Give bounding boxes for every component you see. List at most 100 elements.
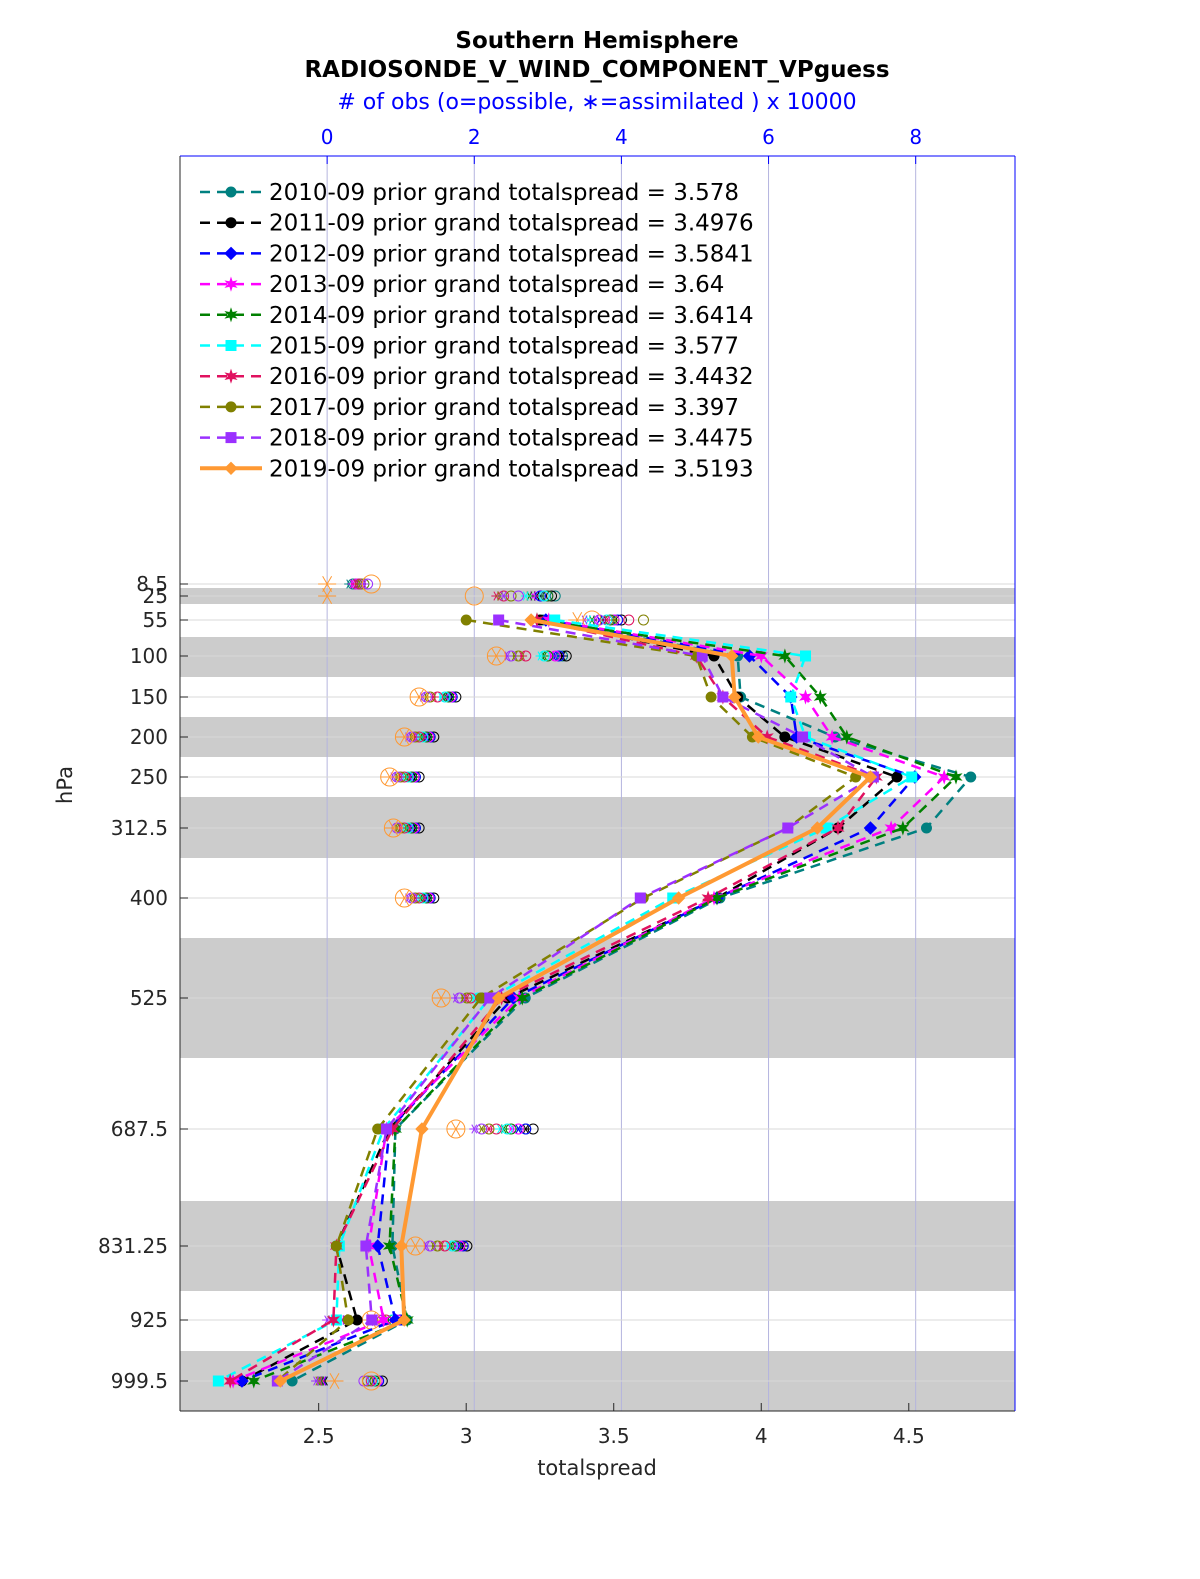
obs-assimilated-marker (318, 587, 337, 605)
asterisk-stroke (322, 575, 333, 593)
obs-assimilated-marker (318, 575, 337, 593)
data-point (491, 991, 506, 1005)
data-point (366, 1314, 378, 1326)
series-line (241, 618, 899, 1383)
data-point (247, 1373, 261, 1389)
asterisk-stroke (522, 591, 529, 601)
obs-assimilated-marker (395, 889, 414, 907)
asterisk-stroke (423, 1241, 430, 1251)
data-point (949, 769, 963, 785)
y-tick-label: 312.5 (111, 816, 168, 840)
obs-possible-marker (361, 574, 381, 594)
data-point (751, 730, 766, 744)
y-tick-label: 999.5 (111, 1369, 168, 1393)
asterisk-stroke (478, 1124, 485, 1134)
asterisk-stroke (504, 651, 511, 661)
obs-assimilated-marker (432, 989, 451, 1007)
obs-possible-marker (365, 1375, 377, 1387)
obs-assimilated-marker (446, 1120, 465, 1138)
data-point (493, 614, 505, 626)
data-point (701, 890, 715, 906)
y-tick-label: 200 (130, 725, 168, 749)
data-point (884, 820, 898, 836)
legend-entry: 2012-09 prior grand totalspread = 3.5841 (269, 241, 754, 267)
obs-assimilated-marker (311, 1376, 322, 1386)
obs-assimilated-marker (406, 1237, 425, 1255)
asterisk-stroke (313, 1376, 320, 1386)
data-point (782, 822, 794, 834)
series-line (253, 618, 958, 1383)
asterisk-stroke (452, 993, 459, 1003)
series-line (241, 618, 916, 1383)
data-point (223, 1373, 237, 1389)
obs-possible-marker (549, 590, 561, 602)
obs-possible-marker (361, 1371, 381, 1391)
obs-assimilated-marker (535, 651, 546, 661)
legend-entry: 2010-09 prior grand totalspread = 3.578 (269, 180, 739, 206)
data-point (381, 1123, 393, 1135)
data-point (397, 1313, 411, 1327)
obs-possible-marker (464, 586, 484, 606)
asterisk-stroke (519, 651, 526, 661)
asterisk-stroke (471, 1124, 478, 1134)
legend-entry: 2018-09 prior grand totalspread = 3.4475 (269, 426, 754, 452)
top-axis-label: # of obs (o=possible, ∗=assimilated ) x … (337, 90, 856, 115)
data-point (717, 691, 729, 703)
top-tick-label: 4 (615, 125, 628, 149)
asterisk-stroke (414, 688, 425, 706)
legend-marker (224, 368, 238, 384)
legend-marker (224, 461, 238, 476)
obs-possible-marker (512, 590, 524, 602)
top-tick-label: 6 (762, 125, 775, 149)
y-tick-label: 250 (130, 765, 168, 789)
legend-entry: 2017-09 prior grand totalspread = 3.397 (269, 395, 739, 421)
legend-marker (224, 307, 238, 323)
asterisk-stroke (500, 591, 507, 601)
obs-assimilated-marker (380, 768, 399, 786)
data-point (779, 731, 791, 743)
asterisk-stroke (388, 819, 399, 837)
data-point (524, 613, 538, 627)
data-point (725, 649, 739, 663)
data-point (342, 1314, 354, 1326)
asterisk-stroke (491, 647, 502, 665)
x-tick-label: 3 (460, 1424, 473, 1448)
asterisk-stroke (430, 692, 437, 702)
y-tick-label: 525 (130, 986, 168, 1010)
data-point (798, 689, 813, 705)
data-point (863, 821, 878, 835)
legend-marker (225, 217, 237, 229)
x-tick-label: 4.5 (893, 1424, 925, 1448)
data-point (965, 771, 977, 783)
legend-marker (225, 432, 237, 444)
chart-subtitle: RADIOSONDE_V_WIND_COMPONENT_VPguess (304, 57, 889, 83)
obs-possible-marker (538, 590, 550, 602)
y-tick-label: 831.25 (98, 1234, 168, 1258)
obs-assimilated-marker (410, 688, 429, 706)
data-point (831, 820, 845, 836)
data-point (273, 1374, 288, 1388)
y-tick-label: 925 (130, 1308, 168, 1332)
legend-marker (225, 401, 237, 413)
data-point (785, 691, 797, 703)
obs-assimilated-marker (520, 591, 531, 601)
data-point (896, 820, 910, 836)
top-tick-label: 2 (468, 125, 481, 149)
data-point (906, 771, 918, 783)
obs-assimilated-marker (487, 647, 506, 665)
obs-possible-marker (637, 614, 649, 626)
obs-assimilated-marker (609, 615, 620, 625)
level-band (180, 637, 1015, 677)
legend-entry: 2011-09 prior grand totalspread = 3.4976 (269, 211, 754, 237)
obs-assimilated-marker (325, 1372, 344, 1390)
data-point (813, 689, 827, 705)
legend-entry: 2014-09 prior grand totalspread = 3.6414 (269, 303, 754, 329)
asterisk-stroke (438, 1241, 445, 1251)
asterisk-stroke (399, 889, 410, 907)
legend-entry: 2013-09 prior grand totalspread = 3.64 (269, 272, 724, 298)
top-tick-label: 0 (321, 125, 334, 149)
obs-assimilated-marker (384, 819, 403, 837)
asterisk-stroke (559, 651, 566, 661)
data-point (212, 1375, 224, 1387)
